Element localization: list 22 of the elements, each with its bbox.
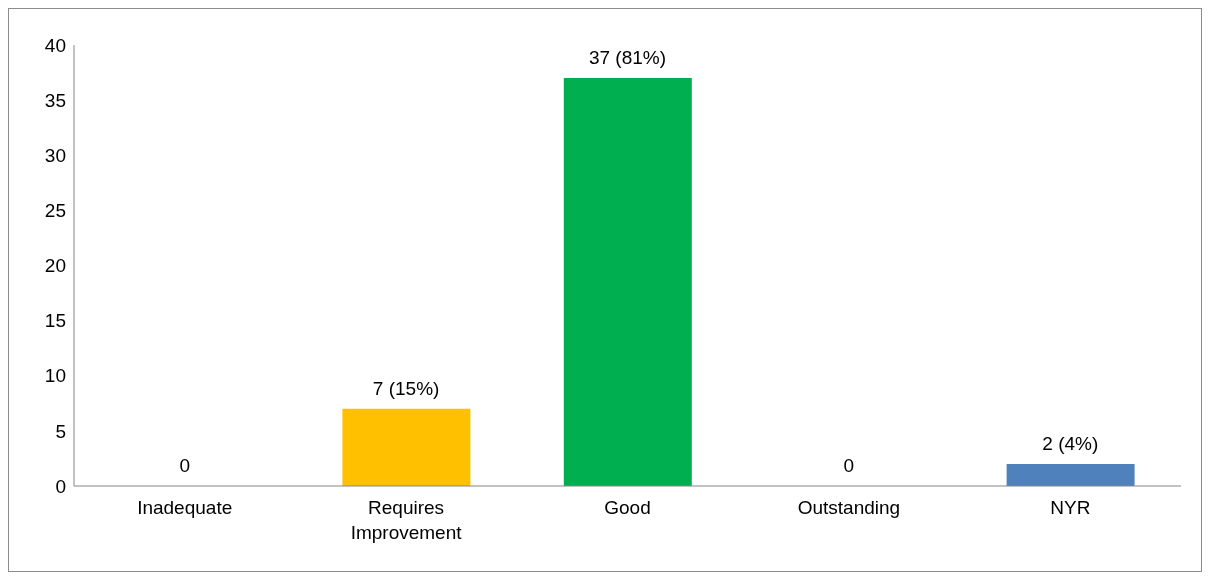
y-tick-label: 30 <box>44 144 66 166</box>
x-tick-label: NYR <box>1050 497 1091 518</box>
x-tick-label: Good <box>604 497 651 518</box>
data-label: 2 (4%) <box>1042 432 1099 454</box>
y-tick-label: 40 <box>44 34 66 56</box>
y-tick-label: 20 <box>44 255 66 277</box>
x-tick-label: Requires Improvement <box>350 497 463 543</box>
y-tick-label: 35 <box>44 89 66 111</box>
bar <box>563 78 692 486</box>
bar <box>342 408 471 486</box>
y-tick-label: 0 <box>55 475 66 497</box>
y-tick-label: 15 <box>44 310 66 332</box>
x-tick-label: Outstanding <box>797 497 901 518</box>
data-label: 37 (81%) <box>588 47 667 69</box>
y-tick-label: 5 <box>55 420 66 442</box>
x-tick-label: Inadequate <box>137 497 233 518</box>
y-tick-label: 25 <box>44 200 66 222</box>
y-tick-label: 10 <box>44 365 66 387</box>
data-label: 0 <box>179 455 190 476</box>
data-label: 0 <box>843 455 855 476</box>
bar <box>1006 463 1135 486</box>
data-label: 7 (15%) <box>372 377 440 399</box>
